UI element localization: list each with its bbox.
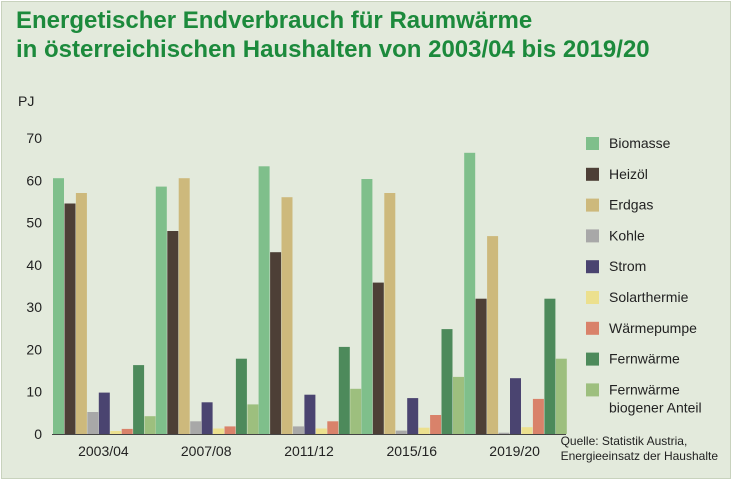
legend-label: Fernwärme — [609, 351, 680, 367]
legend-swatch — [586, 352, 599, 366]
bar — [487, 236, 499, 434]
legend-label: biogener Anteil — [609, 399, 702, 415]
bar — [270, 252, 282, 434]
bar — [155, 186, 167, 434]
bar — [384, 193, 396, 434]
bar — [441, 329, 453, 434]
bar — [464, 152, 476, 435]
bar — [235, 358, 247, 434]
bar — [372, 282, 384, 434]
bar — [453, 376, 464, 434]
bar — [293, 426, 304, 434]
bar — [110, 431, 122, 434]
bar — [418, 427, 430, 434]
y-tick-label: 70 — [26, 130, 42, 146]
bar — [395, 430, 407, 434]
bar — [475, 298, 487, 434]
legend-swatch — [586, 167, 599, 181]
legend-swatch — [586, 260, 599, 274]
y-tick-label: 0 — [34, 426, 42, 442]
chart-title: Energetischer Endverbrauch für Raumwärme… — [16, 6, 716, 64]
bar — [190, 421, 202, 434]
bar — [213, 428, 225, 434]
bar — [521, 427, 533, 434]
legend-swatch — [586, 198, 599, 212]
legend-swatch — [586, 137, 599, 150]
x-tick-label: 2007/08 — [181, 443, 232, 459]
bar — [350, 388, 362, 434]
bar — [178, 178, 190, 434]
y-axis-unit-label: PJ — [18, 93, 34, 109]
bar — [258, 166, 270, 435]
legend-label: Heizöl — [609, 166, 648, 182]
bar — [338, 346, 350, 434]
bar — [98, 392, 110, 434]
bar — [532, 398, 544, 434]
bar — [144, 416, 156, 434]
bar — [544, 298, 556, 434]
y-tick-label: 50 — [26, 215, 42, 231]
bar — [304, 394, 316, 434]
legend-swatch — [586, 291, 599, 304]
chart-title-line-1: Energetischer Endverbrauch für Raumwärme — [16, 7, 533, 34]
bar — [133, 365, 145, 434]
bar — [510, 378, 521, 434]
x-tick-label: 2011/12 — [284, 443, 334, 459]
legend-label: Biomasse — [609, 135, 671, 151]
source-line-1: Quelle: Statistik Austria, — [560, 434, 688, 448]
bar — [201, 402, 213, 434]
legend-label: Fernwärme — [609, 381, 680, 397]
x-tick-label: 2019/20 — [489, 443, 540, 459]
y-tick-label: 10 — [26, 384, 42, 400]
legend-swatch — [586, 321, 599, 335]
bar — [224, 426, 236, 434]
bar — [361, 179, 373, 434]
y-tick-label: 40 — [26, 257, 42, 273]
source-note: Quelle: Statistik Austria, Energieeinsat… — [561, 434, 718, 464]
chart-title-line-2: in österreichischen Haushalten von 2003/… — [16, 36, 650, 63]
legend-swatch — [586, 229, 599, 243]
legend-label: Wärmepumpe — [609, 320, 697, 336]
bar — [75, 193, 87, 434]
bar — [64, 203, 76, 434]
bar — [315, 428, 327, 434]
legend-label: Solarthermie — [609, 289, 689, 305]
source-line-2: Energieeinsatz der Haushalte — [560, 449, 718, 463]
bar — [407, 398, 419, 434]
legend-label: Strom — [609, 258, 646, 274]
bar — [555, 358, 567, 434]
bar — [327, 421, 339, 434]
legend-label: Kohle — [609, 227, 645, 243]
bar — [247, 404, 259, 434]
y-tick-label: 60 — [26, 172, 42, 188]
bar — [87, 412, 99, 434]
bar — [121, 428, 133, 434]
bar — [53, 178, 64, 434]
y-tick-label: 30 — [26, 299, 42, 315]
y-tick-label: 20 — [26, 341, 42, 357]
bar — [281, 197, 293, 434]
bar — [430, 415, 442, 434]
x-tick-label: 2015/16 — [386, 443, 437, 459]
legend-swatch — [586, 383, 599, 397]
legend-label: Erdgas — [609, 197, 653, 213]
x-tick-label: 2003/04 — [78, 443, 129, 459]
bar — [498, 432, 510, 434]
bar — [167, 231, 179, 434]
